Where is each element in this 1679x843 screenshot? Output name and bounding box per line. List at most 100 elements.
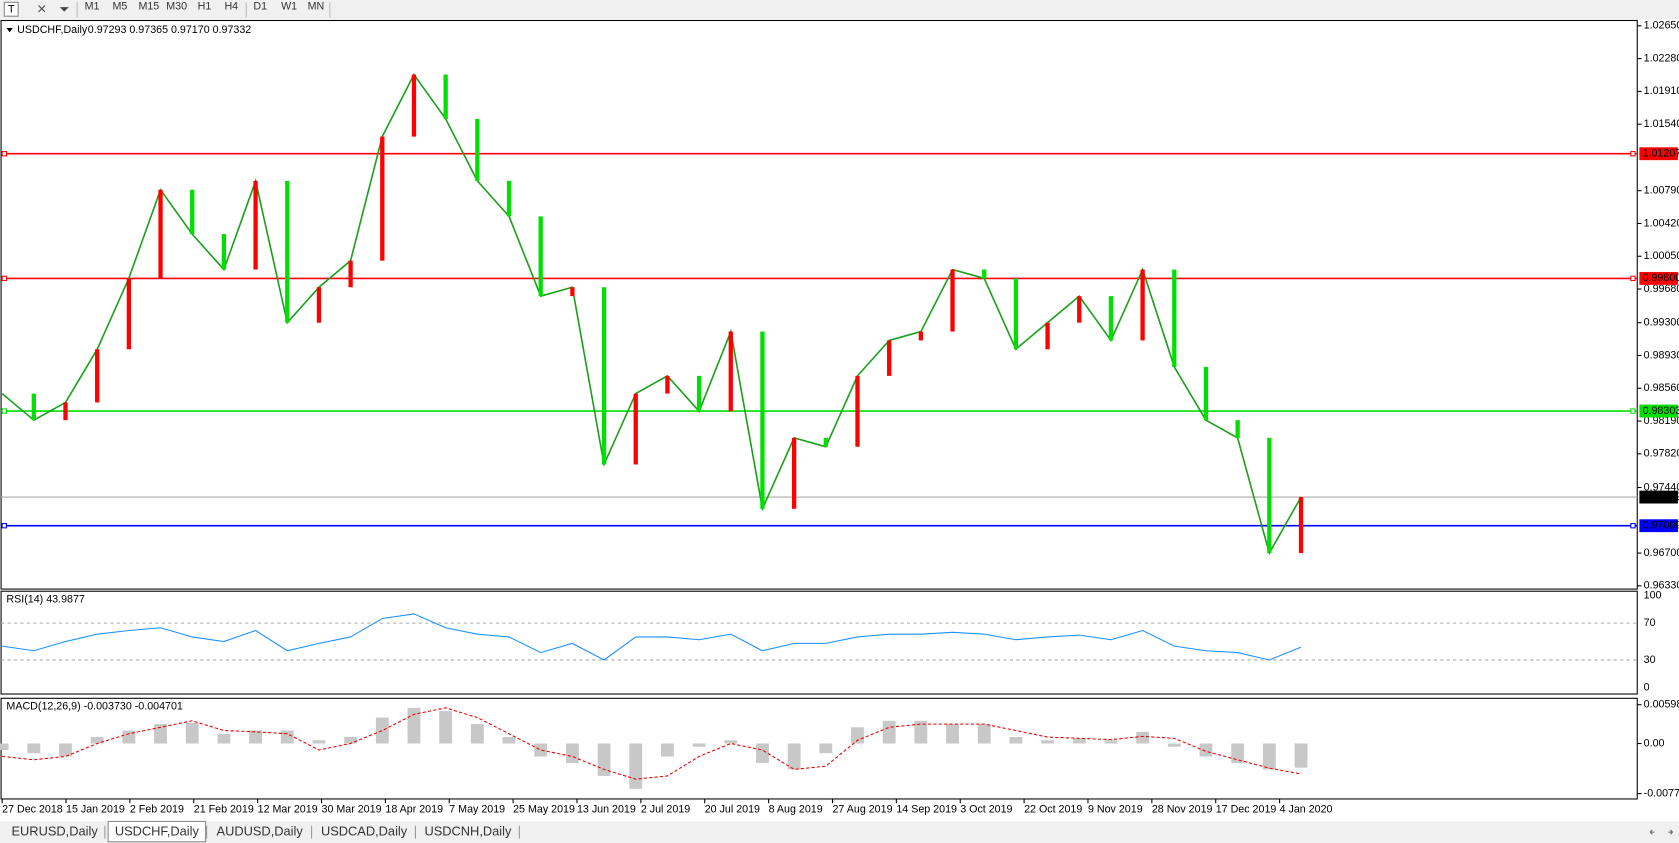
current-price-label: 0.97332 [1643,491,1679,503]
macd-bar [280,730,294,744]
macd-bar [787,743,801,770]
candle [1235,420,1240,438]
macd-bar [185,722,199,744]
candle [126,278,132,350]
text-tool[interactable] [3,1,19,17]
x-tick-label: 21 Feb 2019 [194,803,254,815]
rsi-tick-label: 0 [1644,681,1650,693]
candle [728,331,733,412]
macd-bar [914,720,928,744]
macd-bar [1104,740,1118,744]
candle [665,375,670,394]
candle [1045,322,1050,350]
x-tick-label: 27 Aug 2019 [832,803,892,815]
chart-tab[interactable] [107,820,207,843]
candle [190,189,195,235]
y-tick-label: 0.98190 [1644,415,1679,427]
objects-menu[interactable] [38,5,69,13]
timeframe-button[interactable]: M15 [138,0,159,12]
x-tick-label: 7 May 2019 [449,803,505,815]
level-tag [1639,519,1678,533]
macd-bar [1199,743,1213,757]
y-tick-label: 1.00790 [1644,184,1679,196]
candle [918,331,923,341]
candle [887,340,892,376]
candle [760,331,765,509]
timeframe-button[interactable]: W1 [281,0,297,12]
macd-bar [344,737,358,744]
macd-signal [2,707,1302,780]
macd-bar [154,724,167,744]
macd-bar [59,743,72,757]
current-price-tag [1639,490,1678,504]
chart-tab[interactable] [313,823,415,841]
x-tick-label: 2 Jul 2019 [641,803,690,815]
rsi-line [2,613,1302,661]
x-tick-label: 4 Jan 2020 [1280,803,1333,815]
rsi-tick-label: 70 [1644,617,1656,629]
candle [950,269,955,332]
candle [823,437,828,447]
x-tick-label: 22 Oct 2019 [1024,803,1082,815]
macd-bar [90,737,104,744]
y-tick-label: 0.96330 [1644,580,1679,592]
macd-label: MACD(12,26,9) -0.003730 -0.004701 [6,701,183,713]
candle [1077,296,1082,323]
level-handle [1630,275,1636,282]
macd-bar [977,724,991,744]
chart-tab-label[interactable]: USDCNH,Daily [424,824,512,839]
chart-tab-label[interactable]: AUDUSD,Daily [217,824,304,839]
symbol-label: USDCHF,Daily [17,24,88,36]
macd-tick-label: -0.00773 [1644,787,1679,799]
macd-bar [1262,743,1276,770]
candle [1108,296,1114,341]
chart-tab-label[interactable]: USDCHF,Daily [115,824,200,839]
level-tag [1639,147,1678,161]
level-label: 0.99800 [1643,272,1679,284]
candle [31,393,36,421]
chart-tab[interactable] [5,823,104,841]
candle [285,180,290,323]
y-tick-label: 1.00050 [1644,250,1679,262]
tab-scroll[interactable] [1649,829,1673,835]
macd-bar [502,737,516,744]
chart-tab[interactable] [417,823,519,841]
timeframe-button[interactable]: MN [308,0,325,12]
chart-tab[interactable] [208,823,311,841]
y-tick-label: 1.02280 [1644,52,1679,64]
level-tag [1639,404,1678,418]
macd-bar [882,720,896,744]
x-tick-label: 8 Aug 2019 [769,803,823,815]
level-label: 0.98303 [1643,405,1679,417]
level-handle [1630,523,1636,529]
y-tick-label: 1.01540 [1644,118,1679,130]
macd-bar [407,707,421,744]
timeframe-button[interactable]: H4 [224,0,238,12]
level-handle [1,523,7,529]
chart-tab-label[interactable]: USDCAD,Daily [321,824,408,839]
x-tick-label: 25 May 2019 [513,803,575,815]
candle [348,260,353,288]
candle [1203,366,1209,421]
candle [506,180,512,217]
y-tick-label: 0.99680 [1644,283,1679,295]
macd-tick-label: 0.00 [1644,737,1665,749]
level-tag [1639,271,1678,285]
macd-bar [1072,738,1086,744]
level-handle [1630,151,1636,157]
x-tick-label: 27 Dec 2018 [2,803,63,815]
macd-bar [946,724,959,744]
timeframe-button[interactable]: D1 [253,0,267,12]
macd-bar [629,743,643,789]
chart-tab-label[interactable]: EURUSD,Daily [11,824,98,839]
timeframe-button[interactable]: M30 [166,0,187,12]
y-tick-label: 0.98930 [1644,349,1679,361]
level-handle [1,275,7,282]
x-tick-label: 14 Sep 2019 [896,803,957,815]
timeframe-button[interactable]: M5 [112,0,127,12]
timeframe-button[interactable]: M1 [85,0,100,12]
timeframe-button[interactable]: H1 [198,0,212,12]
macd-bar [312,740,326,744]
macd-bar [1041,740,1054,744]
macd-bar [756,743,769,763]
